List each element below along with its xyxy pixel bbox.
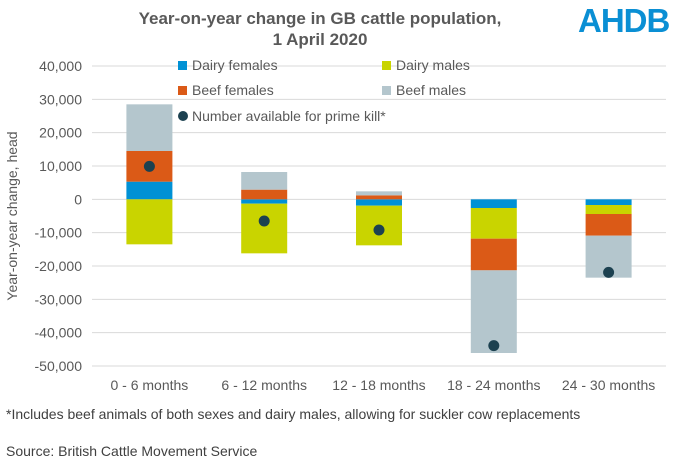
bar-segment-dairy-females xyxy=(126,181,173,200)
x-tick-label: 6 - 12 months xyxy=(221,377,307,393)
bar-segment-beef-males xyxy=(241,172,288,190)
title-line-1: Year-on-year change in GB cattle populat… xyxy=(138,9,502,28)
bar-segment-dairy-females xyxy=(356,199,402,206)
y-tick-label: 20,000 xyxy=(39,125,82,141)
bar-segment-dairy-males xyxy=(470,208,517,239)
prime-kill-point xyxy=(143,160,155,172)
bar-segment-beef-females xyxy=(585,214,632,236)
bar-segment-dairy-males xyxy=(241,203,288,254)
legend-label: Dairy males xyxy=(396,57,470,73)
y-tick-label: 30,000 xyxy=(39,91,82,107)
chart-title: Year-on-year change in GB cattle populat… xyxy=(100,8,540,50)
bar-segment-beef-males xyxy=(356,191,402,196)
y-axis-label: Year-on-year change, head xyxy=(4,131,20,300)
bar-segment-dairy-females xyxy=(470,199,517,208)
bar-segment-dairy-females xyxy=(585,199,632,205)
y-tick-label: -50,000 xyxy=(35,358,83,374)
bar-segment-dairy-males xyxy=(585,205,632,214)
prime-kill-point xyxy=(373,224,385,236)
prime-kill-point xyxy=(258,215,270,227)
x-tick-label: 12 - 18 months xyxy=(332,377,425,393)
legend-swatch xyxy=(178,86,187,95)
y-tick-label: -30,000 xyxy=(35,291,83,307)
y-tick-label: -20,000 xyxy=(35,258,83,274)
y-tick-label: 40,000 xyxy=(39,58,82,74)
legend-label: Number available for prime kill* xyxy=(192,108,386,124)
legend-swatch xyxy=(178,61,187,70)
legend-label: Beef males xyxy=(396,82,466,98)
bar-segment-dairy-males xyxy=(126,199,173,245)
y-tick-label: -40,000 xyxy=(35,325,83,341)
y-tick-label: -10,000 xyxy=(35,225,83,241)
ahdb-logo: AHDB xyxy=(578,2,670,39)
x-tick-label: 18 - 24 months xyxy=(447,377,540,393)
source-note: Source: British Cattle Movement Service xyxy=(6,443,258,459)
bar-segment-beef-males xyxy=(470,270,517,353)
x-tick-label: 24 - 30 months xyxy=(562,377,655,393)
footnote: *Includes beef animals of both sexes and… xyxy=(6,406,581,422)
prime-kill-point xyxy=(488,340,500,352)
bar-segment-beef-females xyxy=(356,195,402,200)
y-tick-label: 0 xyxy=(74,191,82,207)
title-line-2: 1 April 2020 xyxy=(272,30,368,49)
prime-kill-point xyxy=(603,266,615,278)
legend-label: Beef females xyxy=(192,82,274,98)
y-tick-label: 10,000 xyxy=(39,158,82,174)
legend-swatch xyxy=(382,86,391,95)
bar-segment-beef-females xyxy=(241,189,288,200)
legend-marker xyxy=(178,111,188,121)
x-tick-label: 0 - 6 months xyxy=(110,377,188,393)
bar-segment-beef-males xyxy=(126,104,173,151)
legend-label: Dairy females xyxy=(192,57,278,73)
bar-segment-beef-females xyxy=(470,238,517,271)
legend-swatch xyxy=(382,61,391,70)
bar-segment-dairy-females xyxy=(241,199,288,204)
